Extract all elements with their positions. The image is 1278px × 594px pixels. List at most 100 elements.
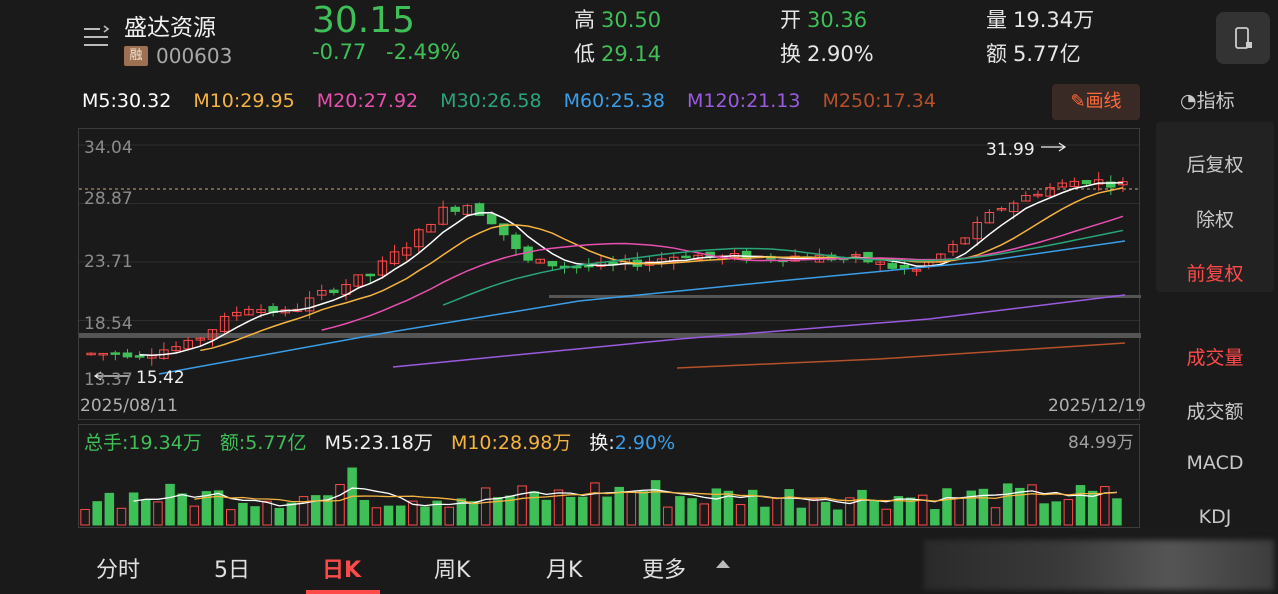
indicator-kdj[interactable]: KDJ — [1198, 506, 1232, 528]
kline-chart[interactable] — [78, 128, 1141, 420]
volume-bar — [772, 497, 782, 526]
stock-code: 000603 — [156, 44, 233, 68]
volume-bar — [553, 489, 564, 526]
ma60-line — [158, 240, 1126, 375]
candle-body — [110, 352, 121, 355]
turnover-stat: 换 2.90% — [780, 38, 874, 68]
volume-bar — [383, 505, 394, 526]
candle-body — [231, 311, 242, 317]
volume-bar — [116, 507, 127, 526]
volume-bar — [784, 489, 794, 526]
indicator-macd[interactable]: MACD — [1186, 452, 1244, 474]
volume-total: 总手:19.34万 — [84, 432, 202, 454]
volume-bar — [760, 506, 770, 526]
volume-bar — [408, 500, 418, 526]
volume-m5: M5:23.18万 — [324, 432, 433, 454]
high-value: 30.50 — [601, 8, 662, 32]
volume-bar — [238, 502, 248, 526]
tab-monthly-k[interactable]: 月K — [546, 558, 583, 583]
indicator-button[interactable]: ◔指标 — [1180, 86, 1235, 113]
menu-icon[interactable] — [82, 24, 112, 50]
volume-bar — [444, 506, 455, 526]
candle-body — [365, 273, 376, 277]
candle-body — [1081, 180, 1092, 185]
candle-body — [1069, 180, 1080, 187]
ma-legend: M5:30.32 M10:29.95 M20:27.92 M30:26.58 M… — [82, 90, 952, 112]
ma20-label: M20:27.92 — [316, 90, 419, 112]
volume-bar — [1002, 483, 1013, 526]
ma5-label: M5:30.32 — [82, 90, 172, 112]
adjust-back[interactable]: 后复权 — [1186, 154, 1244, 176]
candle-body — [972, 221, 983, 240]
volume-chart[interactable] — [78, 424, 1140, 528]
candle-body — [329, 289, 339, 293]
volume-bar — [723, 490, 734, 526]
turnover-label: 换 — [780, 42, 801, 66]
candle-body — [450, 206, 461, 212]
volume-bar — [310, 495, 321, 526]
volume-bar — [675, 496, 685, 526]
volume-bar — [614, 486, 624, 526]
candle-body — [353, 274, 363, 287]
volume-bar — [869, 500, 879, 526]
adjust-front[interactable]: 前复权 — [1186, 263, 1244, 285]
volume-bar — [808, 498, 819, 526]
volume-bar — [1100, 486, 1110, 526]
margin-badge: 融 — [124, 46, 148, 66]
volume-turnover: 2.90% — [614, 432, 676, 454]
candle-body — [414, 229, 424, 248]
candle-body — [183, 339, 193, 350]
candle-body — [1008, 202, 1019, 213]
adjust-none[interactable]: 除权 — [1195, 209, 1234, 231]
min-arrow-head — [93, 371, 102, 381]
tab-weekly-k[interactable]: 周K — [434, 558, 471, 583]
volume-bar — [978, 488, 989, 526]
draw-line-button[interactable]: ✎画线 — [1052, 84, 1140, 120]
volume-bar — [638, 491, 649, 526]
volume-bar — [735, 504, 746, 526]
ma120-line — [392, 294, 1126, 368]
volume-bar — [590, 482, 600, 526]
ma250-label: M250:17.34 — [822, 90, 936, 112]
volume-bar — [250, 506, 260, 526]
max-arrow-head — [1058, 142, 1067, 152]
tab-intraday[interactable]: 分时 — [96, 558, 141, 583]
candle-body — [244, 308, 254, 316]
volume-bar — [990, 507, 1001, 526]
volume-bar — [225, 509, 236, 526]
tab-more[interactable]: 更多 — [642, 558, 687, 583]
device-toggle-button[interactable] — [1216, 12, 1270, 64]
volume-bar — [201, 491, 212, 526]
volume-bar — [298, 496, 309, 526]
indicator-volume[interactable]: 成交量 — [1186, 347, 1244, 369]
adjust-panel — [1156, 122, 1274, 292]
active-tab-indicator — [306, 590, 380, 594]
ma20-line — [321, 215, 1124, 331]
current-price: 30.15 — [312, 0, 416, 41]
support-band — [79, 333, 1141, 338]
candle-body — [669, 256, 679, 263]
ma250-line — [676, 342, 1126, 369]
candle-body — [535, 258, 545, 264]
volume-bar — [1039, 503, 1049, 526]
volume-bar — [1015, 487, 1025, 526]
volume-bar — [1051, 501, 1061, 526]
caret-up-icon[interactable] — [716, 560, 730, 568]
max-price-annotation: 31.99 — [986, 140, 1035, 160]
candle-body — [219, 315, 230, 332]
tab-5day[interactable]: 5日 — [214, 558, 250, 583]
volume-bar — [92, 501, 102, 526]
y-tick-label: 18.54 — [84, 314, 133, 334]
candle-body — [887, 263, 898, 269]
volume-bar — [1112, 498, 1122, 526]
stock-name: 盛达资源 — [124, 15, 216, 41]
candle-body — [486, 214, 497, 225]
indicator-amount[interactable]: 成交额 — [1186, 401, 1244, 423]
volume-bar — [832, 509, 843, 526]
tab-daily-k[interactable]: 日K — [322, 558, 362, 583]
candle-body — [1057, 182, 1067, 188]
candle-body — [608, 261, 618, 265]
phone-icon — [1235, 27, 1252, 49]
volume-bar — [942, 488, 952, 526]
volume-stat: 量 19.34万 — [986, 4, 1094, 34]
